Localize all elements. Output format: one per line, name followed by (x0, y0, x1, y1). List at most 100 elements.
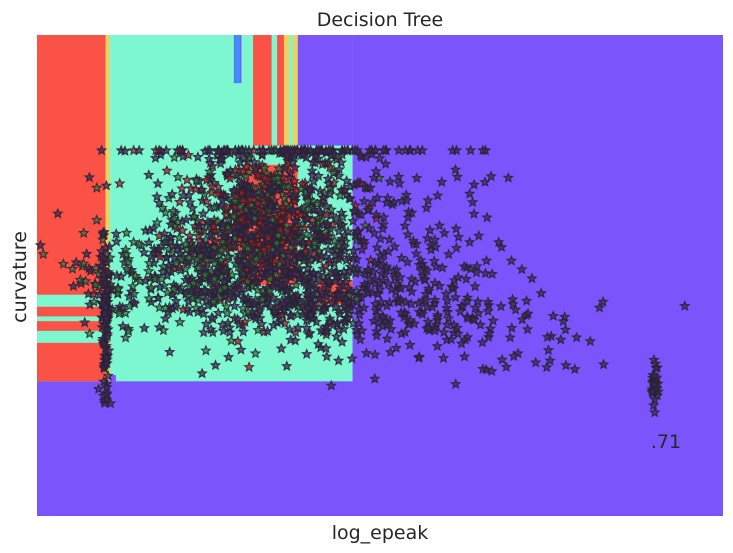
data-point-2015 (593, 301, 606, 313)
data-point-1515 (420, 287, 432, 299)
data-point-1318 (280, 219, 293, 231)
data-point-812 (212, 187, 224, 199)
data-point-2017 (529, 356, 542, 368)
data-point-866 (276, 236, 288, 248)
data-point-1917 (647, 399, 660, 411)
data-point-1940 (347, 244, 360, 256)
data-point-1596 (318, 304, 330, 316)
data-point-1691 (472, 307, 485, 319)
data-point-1063 (450, 241, 463, 254)
data-point-1900 (101, 330, 113, 342)
data-point-1726 (431, 311, 444, 323)
data-point-1876 (102, 283, 114, 295)
data-point-2002 (502, 171, 515, 183)
data-point-1674 (381, 332, 393, 344)
data-point-1377 (206, 311, 218, 323)
data-point-925 (271, 247, 283, 259)
data-point-1960 (323, 254, 336, 265)
data-point-1485 (129, 297, 141, 309)
data-point-525 (257, 196, 270, 207)
data-point-1512 (471, 260, 483, 272)
decision-boundary-2 (292, 35, 298, 146)
data-point-1441 (192, 294, 205, 306)
data-point-1971 (322, 172, 334, 184)
data-point-1539 (356, 243, 368, 255)
data-point-1523 (329, 249, 341, 261)
data-point-1418 (179, 238, 192, 250)
data-point-896 (229, 195, 241, 207)
data-point-737 (334, 189, 346, 201)
data-point-299 (176, 224, 189, 236)
data-point-523 (383, 233, 396, 245)
data-point-1259 (375, 267, 388, 279)
data-point-573 (196, 367, 208, 379)
data-point-1631 (312, 338, 324, 350)
data-point-1436 (238, 249, 250, 261)
data-point-1260 (256, 293, 268, 305)
data-point-1638 (469, 280, 481, 292)
data-point-819 (182, 149, 195, 160)
data-point-1958 (339, 245, 351, 257)
data-point-1491 (162, 259, 175, 271)
data-point-1092 (233, 318, 245, 330)
data-point-1553 (468, 178, 480, 190)
data-point-1290 (180, 274, 192, 286)
data-point-648 (208, 201, 221, 213)
data-point-2011 (492, 236, 505, 248)
data-point-1682 (506, 293, 519, 305)
data-point-1722 (429, 294, 441, 306)
data-point-1234 (363, 264, 375, 276)
data-point-1885 (100, 388, 113, 400)
data-point-1325 (83, 327, 96, 339)
data-point-1618 (382, 245, 395, 257)
data-point-868 (275, 214, 288, 227)
data-point-1929 (648, 369, 661, 381)
data-point-1245 (110, 235, 123, 247)
data-point-1621 (440, 302, 453, 313)
data-point-719 (197, 326, 210, 338)
data-point-1544 (407, 235, 420, 246)
data-point-140 (83, 171, 96, 183)
data-point-1869 (99, 289, 111, 301)
data-point-1201 (277, 298, 290, 310)
data-point-1721 (483, 327, 495, 339)
data-point-1115 (224, 326, 236, 338)
data-point-1525 (464, 236, 476, 248)
data-point-1955 (335, 156, 348, 168)
data-point-2008 (468, 207, 480, 219)
data-point-2014 (535, 287, 547, 299)
data-point-1417 (241, 258, 254, 270)
data-point-1529 (363, 222, 376, 234)
data-point-1562 (330, 212, 343, 224)
data-point-1592 (337, 279, 349, 291)
plot-area (34, 35, 723, 516)
data-point-645 (192, 151, 204, 163)
data-point-1530 (393, 177, 406, 189)
decision-boundaries (105, 35, 298, 382)
data-point-1349 (151, 216, 163, 228)
data-point-1409 (229, 227, 241, 239)
data-point-1357 (221, 307, 233, 319)
data-point-1401 (264, 273, 276, 285)
data-point-1681 (413, 352, 425, 363)
decision-boundary-0 (105, 35, 110, 382)
data-point-563 (268, 194, 281, 206)
data-point-1997 (412, 144, 424, 156)
data-point-996 (242, 291, 254, 303)
data-point-1776 (232, 149, 245, 161)
data-point-1633 (462, 312, 474, 324)
data-point-1459 (221, 250, 234, 262)
data-point-1713 (522, 307, 534, 319)
data-point-1939 (340, 174, 353, 186)
data-point-1672 (390, 341, 403, 354)
data-point-1113 (216, 318, 229, 330)
data-point-1746 (95, 144, 108, 156)
data-point-853 (216, 194, 229, 206)
data-point-1425 (88, 295, 100, 307)
data-point-1684 (570, 331, 583, 343)
data-point-1998 (446, 144, 459, 156)
data-point-1202 (193, 219, 206, 231)
data-point-2019 (560, 359, 572, 371)
data-point-1588 (437, 352, 450, 364)
data-point-932 (320, 342, 332, 354)
